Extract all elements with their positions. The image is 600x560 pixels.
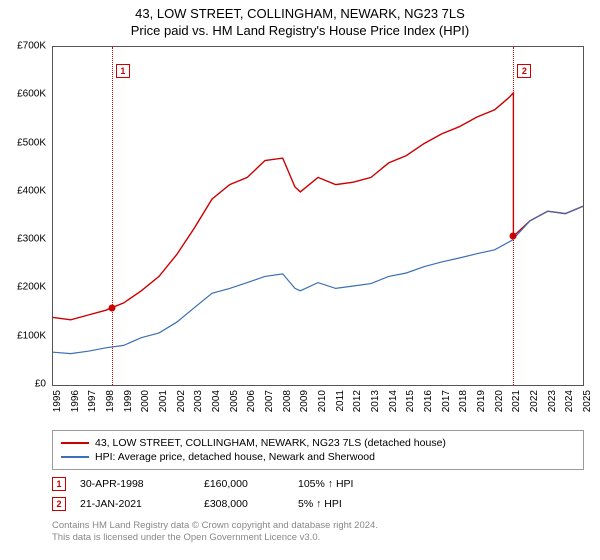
- x-tick-label: 2008: [282, 390, 293, 412]
- x-tick-label: 2017: [441, 390, 452, 412]
- transaction-badge: 1: [52, 477, 66, 491]
- footer-line-2: This data is licensed under the Open Gov…: [52, 532, 584, 544]
- series-line-blue: [53, 206, 583, 353]
- y-tick-label: £600K: [17, 89, 46, 100]
- x-tick-label: 1998: [105, 390, 116, 412]
- y-tick-label: £100K: [17, 330, 46, 341]
- legend-swatch: [61, 442, 89, 444]
- transaction-price: £160,000: [204, 478, 284, 490]
- series-line-red: [53, 93, 583, 320]
- legend-box: 43, LOW STREET, COLLINGHAM, NEWARK, NG23…: [52, 430, 584, 470]
- transaction-pct: 105% ↑ HPI: [298, 478, 388, 490]
- title-sub: Price paid vs. HM Land Registry's House …: [0, 23, 600, 38]
- x-tick-label: 2025: [582, 390, 593, 412]
- event-marker-badge: 2: [517, 64, 531, 78]
- x-axis: 1995 1996 1997 1998 1999 2000 2001 2002 2003 2004…: [52, 386, 584, 434]
- x-tick-label: 1996: [70, 390, 81, 412]
- legend-row: 43, LOW STREET, COLLINGHAM, NEWARK, NG23…: [61, 436, 575, 450]
- chart-container: { "title": { "main": "43, LOW STREET, CO…: [0, 0, 600, 560]
- legend-row: HPI: Average price, detached house, Newa…: [61, 450, 575, 464]
- x-tick-label: 1999: [123, 390, 134, 412]
- transactions-table: 1 30-APR-1998 £160,000 105% ↑ HPI 2 21-JAN-20…: [52, 474, 584, 514]
- y-tick-label: £400K: [17, 185, 46, 196]
- x-tick-label: 2016: [423, 390, 434, 412]
- event-marker-line: [112, 47, 113, 385]
- x-tick-label: 1995: [52, 390, 63, 412]
- legend-swatch: [61, 456, 89, 458]
- x-tick-label: 1997: [87, 390, 98, 412]
- x-tick-label: 2011: [335, 390, 346, 412]
- x-tick-label: 2015: [405, 390, 416, 412]
- transaction-pct: 5% ↑ HPI: [298, 498, 388, 510]
- footer-line-1: Contains HM Land Registry data © Crown c…: [52, 520, 584, 532]
- y-tick-label: £300K: [17, 234, 46, 245]
- x-tick-label: 2005: [229, 390, 240, 412]
- x-tick-label: 2019: [476, 390, 487, 412]
- transaction-date: 30-APR-1998: [80, 478, 190, 490]
- x-tick-label: 2014: [388, 390, 399, 412]
- y-tick-label: £700K: [17, 41, 46, 52]
- x-tick-label: 2010: [317, 390, 328, 412]
- y-axis: £0£100K£200K£300K£400K£500K£600K£700K: [0, 46, 50, 386]
- event-marker-dot: [510, 233, 517, 240]
- x-tick-label: 2000: [140, 390, 151, 412]
- x-tick-label: 2006: [246, 390, 257, 412]
- x-tick-label: 2002: [176, 390, 187, 412]
- y-tick-label: £0: [35, 379, 46, 390]
- event-marker-dot: [108, 304, 115, 311]
- x-tick-label: 2021: [511, 390, 522, 412]
- transaction-price: £308,000: [204, 498, 284, 510]
- x-tick-label: 2018: [458, 390, 469, 412]
- transaction-row: 1 30-APR-1998 £160,000 105% ↑ HPI: [52, 474, 584, 494]
- chart-plot-area: 12: [52, 46, 584, 386]
- x-tick-label: 2007: [264, 390, 275, 412]
- legend-label: HPI: Average price, detached house, Newa…: [95, 451, 375, 463]
- y-tick-label: £500K: [17, 137, 46, 148]
- title-block: 43, LOW STREET, COLLINGHAM, NEWARK, NG23…: [0, 0, 600, 38]
- x-tick-label: 2004: [211, 390, 222, 412]
- event-marker-badge: 1: [116, 64, 130, 78]
- x-tick-label: 2024: [564, 390, 575, 412]
- transaction-badge: 2: [52, 497, 66, 511]
- transaction-row: 2 21-JAN-2021 £308,000 5% ↑ HPI: [52, 494, 584, 514]
- legend-label: 43, LOW STREET, COLLINGHAM, NEWARK, NG23…: [95, 437, 446, 449]
- x-tick-label: 2023: [547, 390, 558, 412]
- event-marker-line: [513, 47, 514, 385]
- transaction-date: 21-JAN-2021: [80, 498, 190, 510]
- x-tick-label: 2009: [299, 390, 310, 412]
- x-tick-label: 2022: [529, 390, 540, 412]
- plot-svg: [53, 47, 583, 385]
- title-main: 43, LOW STREET, COLLINGHAM, NEWARK, NG23…: [0, 6, 600, 21]
- x-tick-label: 2013: [370, 390, 381, 412]
- x-tick-label: 2003: [193, 390, 204, 412]
- x-tick-label: 2012: [352, 390, 363, 412]
- footer-attribution: Contains HM Land Registry data © Crown c…: [52, 520, 584, 545]
- y-tick-label: £200K: [17, 282, 46, 293]
- x-tick-label: 2020: [494, 390, 505, 412]
- x-tick-label: 2001: [158, 390, 169, 412]
